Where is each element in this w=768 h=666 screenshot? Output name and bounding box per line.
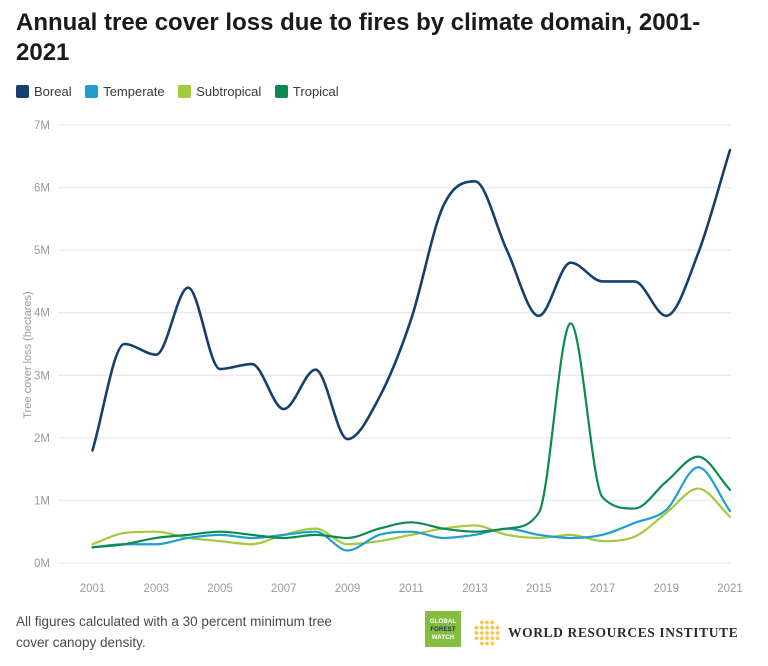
svg-text:6M: 6M xyxy=(34,183,50,195)
svg-text:2011: 2011 xyxy=(399,583,424,595)
svg-text:2015: 2015 xyxy=(526,583,552,595)
svg-text:5M: 5M xyxy=(34,245,50,257)
svg-text:2019: 2019 xyxy=(653,583,679,595)
svg-text:1M: 1M xyxy=(34,495,50,507)
svg-text:2003: 2003 xyxy=(143,583,169,595)
svg-text:0M: 0M xyxy=(34,558,50,570)
svg-text:2001: 2001 xyxy=(80,583,106,595)
svg-text:2007: 2007 xyxy=(271,583,297,595)
svg-text:2M: 2M xyxy=(34,433,50,445)
svg-text:4M: 4M xyxy=(34,308,50,320)
svg-text:2013: 2013 xyxy=(462,583,488,595)
svg-text:3M: 3M xyxy=(34,370,50,382)
svg-text:7M: 7M xyxy=(34,120,50,132)
svg-text:2017: 2017 xyxy=(590,583,616,595)
svg-text:2021: 2021 xyxy=(717,583,743,595)
svg-text:2009: 2009 xyxy=(335,583,361,595)
svg-text:2005: 2005 xyxy=(207,583,233,595)
